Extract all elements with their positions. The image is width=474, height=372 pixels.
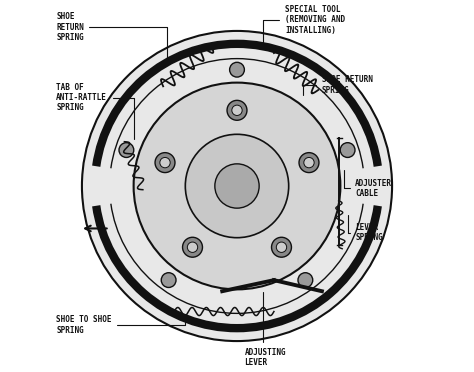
Circle shape [227, 100, 247, 120]
Text: SHOE RETURN
SPRING: SHOE RETURN SPRING [303, 75, 373, 94]
Text: ADJUSTER
CABLE: ADJUSTER CABLE [344, 170, 392, 198]
Circle shape [304, 157, 314, 168]
Circle shape [161, 273, 176, 288]
Circle shape [229, 62, 245, 77]
Circle shape [185, 134, 289, 238]
Circle shape [298, 273, 313, 288]
Circle shape [155, 153, 175, 173]
Circle shape [272, 237, 292, 257]
Circle shape [119, 143, 134, 157]
Circle shape [182, 237, 202, 257]
Text: SHOE TO SHOE
SPRING: SHOE TO SHOE SPRING [56, 314, 185, 335]
Circle shape [160, 157, 170, 168]
Text: SHOE
RETURN
SPRING: SHOE RETURN SPRING [56, 13, 167, 58]
Text: LEVER
SPRING: LEVER SPRING [348, 215, 383, 242]
Circle shape [134, 83, 340, 289]
Text: ADJUSTING
LEVER: ADJUSTING LEVER [245, 292, 286, 367]
Circle shape [82, 31, 392, 341]
Text: TAB OF
ANTI-RATTLE
SPRING: TAB OF ANTI-RATTLE SPRING [56, 83, 134, 139]
Circle shape [299, 153, 319, 173]
Circle shape [340, 143, 355, 157]
Circle shape [232, 105, 242, 115]
Circle shape [187, 242, 198, 253]
Text: SPECIAL TOOL
(REMOVING AND
INSTALLING): SPECIAL TOOL (REMOVING AND INSTALLING) [263, 5, 345, 46]
Circle shape [276, 242, 287, 253]
Circle shape [215, 164, 259, 208]
